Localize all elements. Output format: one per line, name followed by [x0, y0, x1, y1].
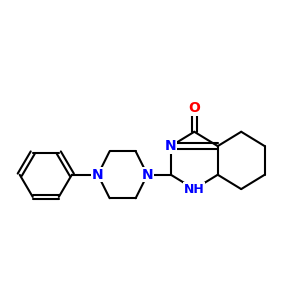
Text: NH: NH [184, 183, 205, 196]
Text: N: N [165, 139, 177, 153]
Text: O: O [188, 101, 200, 115]
Text: N: N [142, 168, 153, 182]
Text: N: N [92, 168, 104, 182]
